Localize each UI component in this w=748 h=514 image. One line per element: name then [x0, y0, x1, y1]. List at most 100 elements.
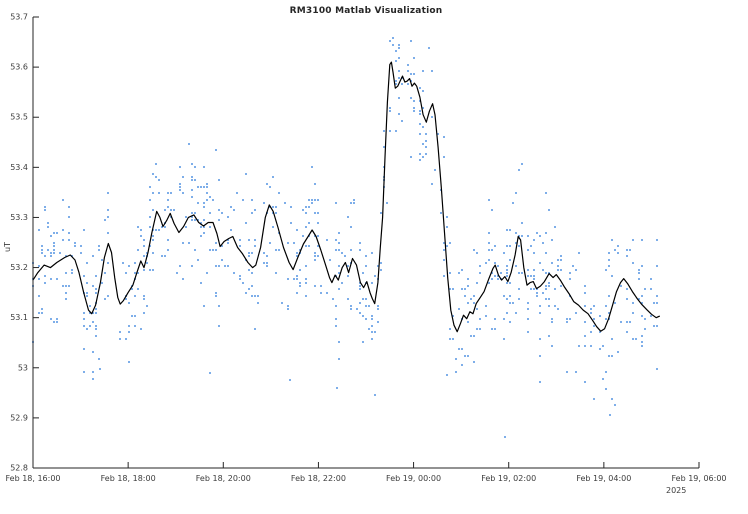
scatter-point	[506, 272, 508, 274]
scatter-point	[515, 265, 517, 267]
scatter-point	[296, 229, 298, 231]
scatter-point	[317, 212, 319, 214]
scatter-point	[341, 282, 343, 284]
scatter-point	[455, 371, 457, 373]
y-tick-label: 53.1	[10, 313, 28, 322]
scatter-point	[317, 222, 319, 224]
scatter-point	[254, 295, 256, 297]
scatter-point	[248, 288, 250, 290]
scatter-point	[167, 206, 169, 208]
scatter-point	[446, 226, 448, 228]
scatter-point	[140, 235, 142, 237]
scatter-point	[305, 282, 307, 284]
scatter-point	[608, 355, 610, 357]
scatter-point	[509, 302, 511, 304]
scatter-point	[377, 265, 379, 267]
scatter-point	[611, 338, 613, 340]
scatter-point	[99, 368, 101, 370]
scatter-point	[353, 199, 355, 201]
scatter-point	[518, 169, 520, 171]
scatter-point	[503, 318, 505, 320]
scatter-point	[545, 252, 547, 254]
scatter-point	[362, 315, 364, 317]
scatter-point	[254, 239, 256, 241]
scatter-point	[65, 298, 67, 300]
scatter-point	[326, 292, 328, 294]
scatter-point	[560, 269, 562, 271]
scatter-point	[386, 202, 388, 204]
scatter-point	[185, 216, 187, 218]
scatter-point	[293, 278, 295, 280]
scatter-point	[200, 235, 202, 237]
scatter-point	[167, 199, 169, 201]
scatter-point	[551, 345, 553, 347]
scatter-point	[389, 110, 391, 112]
scatter-point	[275, 272, 277, 274]
scatter-point	[359, 242, 361, 244]
scatter-point	[290, 222, 292, 224]
scatter-point	[329, 259, 331, 261]
scatter-point	[83, 229, 85, 231]
scatter-point	[101, 282, 103, 284]
scatter-point	[314, 252, 316, 254]
scatter-point	[206, 272, 208, 274]
scatter-point	[455, 358, 457, 360]
scatter-point	[368, 328, 370, 330]
scatter-point	[569, 278, 571, 280]
scatter-point	[422, 156, 424, 158]
scatter-point	[338, 341, 340, 343]
scatter-point	[269, 242, 271, 244]
scatter-point	[272, 206, 274, 208]
scatter-point	[296, 292, 298, 294]
scatter-point	[497, 278, 499, 280]
scatter-point	[92, 255, 94, 257]
scatter-point	[503, 338, 505, 340]
scatter-point	[128, 361, 130, 363]
scatter-point	[92, 321, 94, 323]
scatter-point	[638, 298, 640, 300]
scatter-point	[383, 130, 385, 132]
scatter-point	[641, 335, 643, 337]
scatter-point	[128, 331, 130, 333]
scatter-point	[437, 133, 439, 135]
scatter-point	[140, 229, 142, 231]
scatter-point	[83, 312, 85, 314]
scatter-point	[179, 183, 181, 185]
scatter-point	[359, 288, 361, 290]
scatter-point	[53, 252, 55, 254]
scatter-point	[539, 381, 541, 383]
scatter-point	[296, 275, 298, 277]
scatter-point	[269, 186, 271, 188]
scatter-point	[134, 315, 136, 317]
scatter-point	[578, 252, 580, 254]
scatter-point	[176, 272, 178, 274]
scatter-point	[218, 209, 220, 211]
scatter-point	[251, 212, 253, 214]
scatter-point	[89, 305, 91, 307]
x-tick-label: Feb 19, 00:00	[386, 474, 441, 483]
scatter-point	[518, 288, 520, 290]
scatter-point	[617, 245, 619, 247]
scatter-point	[539, 312, 541, 314]
scatter-point	[242, 199, 244, 201]
scatter-point	[158, 192, 160, 194]
scatter-point	[641, 302, 643, 304]
scatter-point	[38, 312, 40, 314]
scatter-point	[230, 229, 232, 231]
scatter-point	[146, 262, 148, 264]
scatter-point	[188, 143, 190, 145]
scatter-point	[65, 292, 67, 294]
scatter-point	[44, 282, 46, 284]
scatter-point	[593, 305, 595, 307]
scatter-point	[227, 242, 229, 244]
scatter-point	[488, 232, 490, 234]
scatter-point	[350, 308, 352, 310]
scatter-point	[602, 378, 604, 380]
scatter-point	[38, 278, 40, 280]
scatter-point	[125, 298, 127, 300]
scatter-point	[149, 245, 151, 247]
scatter-point	[170, 192, 172, 194]
scatter-point	[446, 374, 448, 376]
scatter-point	[512, 202, 514, 204]
scatter-point	[656, 295, 658, 297]
